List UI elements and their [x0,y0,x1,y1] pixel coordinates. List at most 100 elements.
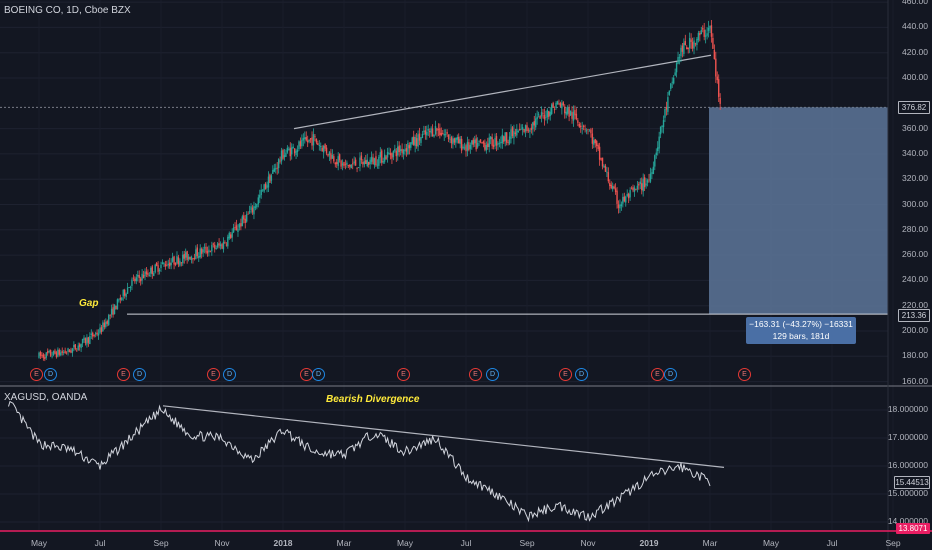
candle-body [157,265,159,272]
earnings-marker[interactable]: E [738,368,751,381]
candle-body [600,158,602,160]
candle-body [690,39,692,43]
candle-body [501,134,504,144]
candle-body [471,140,473,145]
dividend-marker[interactable]: D [44,368,57,381]
candle-body [83,337,85,340]
candle-body [521,127,524,130]
candle-body [603,165,605,168]
candle-body [546,109,549,118]
candle-body [668,90,671,95]
earnings-marker[interactable]: E [469,368,482,381]
dividend-marker[interactable]: D [575,368,588,381]
candle-body [346,162,348,165]
candle-body [144,271,146,277]
candle-body [328,151,331,156]
candle-body [222,241,225,250]
candle-body [132,277,135,279]
candle-body [94,333,97,335]
price-tick-label: 260.00 [902,249,928,260]
candle-body [519,128,521,131]
candle-body [331,154,334,159]
candle-body [713,49,716,60]
earnings-marker[interactable]: E [651,368,664,381]
candle-body [510,129,512,139]
candle-body [555,102,557,108]
candle-body [243,215,245,220]
earnings-marker[interactable]: E [207,368,220,381]
candle-body [141,273,143,281]
candle-body [314,136,316,138]
candle-body [386,151,389,158]
candle-body [710,25,713,37]
candle-body [394,148,396,152]
candle-body [391,153,393,159]
candle-body [183,254,185,259]
candle-body [39,352,42,356]
price-tick-label: 200.00 [902,325,928,335]
candle-body [64,350,66,353]
candle-body [604,165,607,172]
candle-body [417,134,419,147]
sub-bottom-tag: 13.8071 [896,523,930,534]
candle-body [195,249,197,260]
candle-body [277,159,280,169]
candle-body [632,187,634,191]
price-tick-label: 180.00 [902,350,928,361]
candle-body [581,128,583,129]
candle-body [218,243,220,246]
dividend-marker[interactable]: D [312,368,325,381]
candle-body [424,130,427,135]
candle-body [90,333,92,335]
candle-body [244,218,246,224]
candle-body [578,123,580,127]
candle-body [532,122,534,130]
earnings-marker[interactable]: E [30,368,43,381]
candle-body [78,344,81,347]
dividend-marker[interactable]: D [486,368,499,381]
sub-tick-label: 16.000000 [887,460,928,470]
dividend-marker[interactable]: D [133,368,146,381]
candle-body [654,155,656,167]
candle-body [527,129,530,131]
time-tick-label: May [396,538,414,548]
candle-body [458,136,460,144]
candle-body [582,125,585,128]
candle-body [375,156,377,166]
candle-body [688,37,691,49]
candle-body [630,188,633,190]
candle-body [452,138,454,145]
candle-body [296,149,299,153]
candle-body [317,143,319,146]
candle-body [205,246,207,253]
candle-body [198,256,200,259]
candle-body [508,136,511,144]
candle-body [193,257,196,259]
candle-body [718,79,720,97]
candle-body [662,120,665,128]
earnings-marker[interactable]: E [117,368,130,381]
candle-body [363,161,366,165]
candle-body [659,126,662,135]
candle-body [635,189,637,190]
candle-body [112,307,114,315]
candle-body [289,147,291,157]
dividend-marker[interactable]: D [223,368,236,381]
candle-body [556,101,559,105]
candle-body [545,117,547,118]
candle-body [571,112,573,119]
candle-body [539,115,541,119]
candle-body [256,204,258,208]
candle-body [58,349,61,355]
candle-body [365,160,367,164]
candle-body [158,269,161,271]
candle-body [449,139,451,140]
candle-body [105,321,107,327]
earnings-marker[interactable]: E [397,368,410,381]
dividend-marker[interactable]: D [664,368,677,381]
earnings-marker[interactable]: E [559,368,572,381]
candle-body [237,228,239,233]
candle-body [617,204,620,208]
candle-body [286,147,289,153]
